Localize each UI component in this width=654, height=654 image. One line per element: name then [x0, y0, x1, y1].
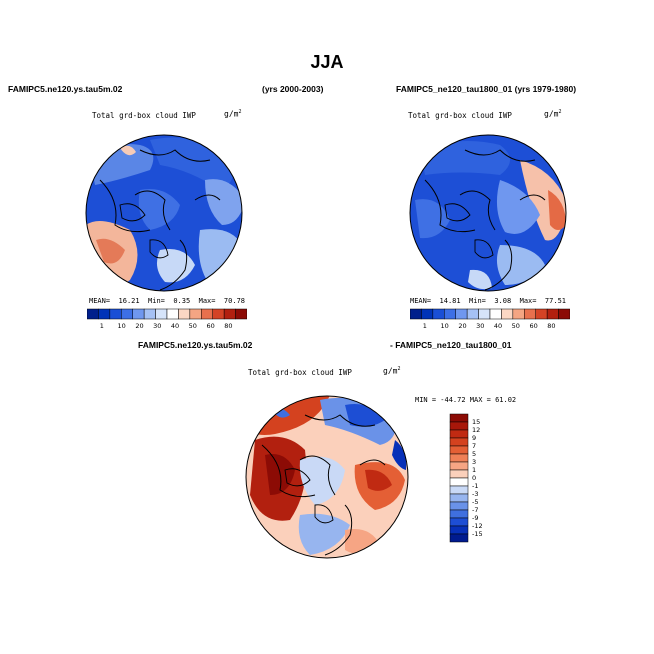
diff-case-a: FAMIPC5.ne120.ys.tau5m.02	[138, 340, 253, 350]
colorbar-swatch	[449, 429, 469, 439]
colorbar-tick-label: 50	[511, 322, 520, 330]
right-stats: MEAN= 14.81 Min= 3.08 Max= 77.51	[410, 297, 566, 305]
colorbar-swatch	[449, 509, 469, 519]
right-colorbar	[410, 308, 570, 320]
left-years-label: (yrs 2000-2003)	[262, 84, 324, 94]
colorbar-tick-label: 12	[472, 426, 481, 434]
colorbar-swatch	[449, 461, 469, 471]
colorbar-tick-label: -1	[472, 482, 479, 490]
colorbar-swatch	[449, 413, 469, 423]
colorbar-tick-label: 40	[493, 322, 503, 330]
left-stats: MEAN= 16.21 Min= 0.35 Max= 70.78	[89, 297, 245, 305]
colorbar-swatch	[449, 525, 469, 535]
colorbar-tick-label: 0	[472, 474, 477, 482]
diff-colorbar-labels: 15 12 9 7 5 3 1 0 -1 -3 -5 -7 -9 -12 -15	[472, 413, 502, 543]
colorbar-tick-label: 15	[472, 418, 481, 426]
colorbar-tick-label: 60	[206, 322, 215, 330]
diff-minmax: MIN = -44.72 MAX = 61.02	[415, 396, 517, 404]
colorbar-tick-label: -9	[472, 514, 479, 522]
colorbar-tick-label: 3	[472, 458, 477, 466]
colorbar-tick-label: 9	[472, 434, 477, 442]
diff-units: g/m2	[383, 366, 401, 376]
colorbar-tick-label: 1	[472, 466, 477, 474]
page-title: JJA	[310, 52, 344, 72]
colorbar-tick-label: 80	[224, 322, 233, 330]
left-colorbar-labels: 1 10 20 30 40 50 60 80	[87, 322, 247, 332]
colorbar-tick-label: -7	[472, 506, 479, 514]
colorbar-tick-label: 10	[440, 322, 449, 330]
colorbar-tick-label: 20	[135, 322, 144, 330]
left-colorbar	[87, 308, 247, 320]
right-units: g/m2	[544, 109, 562, 119]
colorbar-swatch	[449, 453, 469, 463]
colorbar-tick-label: 60	[529, 322, 538, 330]
colorbar-tick-label: -15	[472, 530, 483, 538]
colorbar-tick-label: 10	[117, 322, 126, 330]
right-variable-title: Total grd-box cloud IWP	[408, 111, 512, 120]
colorbar-swatch	[449, 445, 469, 455]
left-case-label: FAMIPC5.ne120.ys.tau5m.02	[8, 84, 123, 94]
colorbar-tick-label: -3	[472, 490, 479, 498]
diff-variable-title: Total grd-box cloud IWP	[248, 368, 352, 377]
colorbar-tick-label: 5	[472, 450, 477, 458]
right-years-label: (yrs 1979-1980)	[514, 84, 577, 94]
colorbar-tick-label: 1	[99, 322, 104, 330]
colorbar-swatch	[449, 437, 469, 447]
colorbar-tick-label: 30	[153, 322, 162, 330]
colorbar-tick-label: 30	[476, 322, 485, 330]
colorbar-swatch	[449, 485, 469, 495]
colorbar-swatch	[449, 477, 469, 487]
colorbar-tick-label: 80	[547, 322, 556, 330]
colorbar-swatch	[449, 421, 469, 431]
colorbar-tick-label: 40	[170, 322, 180, 330]
colorbar-tick-label: 7	[472, 442, 477, 450]
right-case-name: FAMIPC5_ne120_tau1800_01	[396, 84, 513, 94]
colorbar-tick-label: 1	[422, 322, 427, 330]
left-units: g/m2	[224, 109, 242, 119]
diff-colorbar	[449, 413, 469, 543]
colorbar-tick-label: -12	[472, 522, 483, 530]
colorbar-tick-label: 50	[188, 322, 197, 330]
colorbar-swatch	[449, 493, 469, 503]
diff-case-b: - FAMIPC5_ne120_tau1800_01	[390, 340, 512, 350]
colorbar-swatch	[449, 533, 469, 543]
right-case-label: FAMIPC5_ne120_tau1800_01 (yrs 1979-1980)	[396, 84, 576, 94]
colorbar-swatch	[449, 469, 469, 479]
colorbar-swatch	[449, 517, 469, 527]
colorbar-tick-label: -5	[472, 498, 479, 506]
colorbar-tick-label: 20	[458, 322, 467, 330]
right-colorbar-labels: 1 10 20 30 40 50 60 80	[410, 322, 570, 332]
colorbar-swatch	[449, 501, 469, 511]
left-variable-title: Total grd-box cloud IWP	[92, 111, 196, 120]
